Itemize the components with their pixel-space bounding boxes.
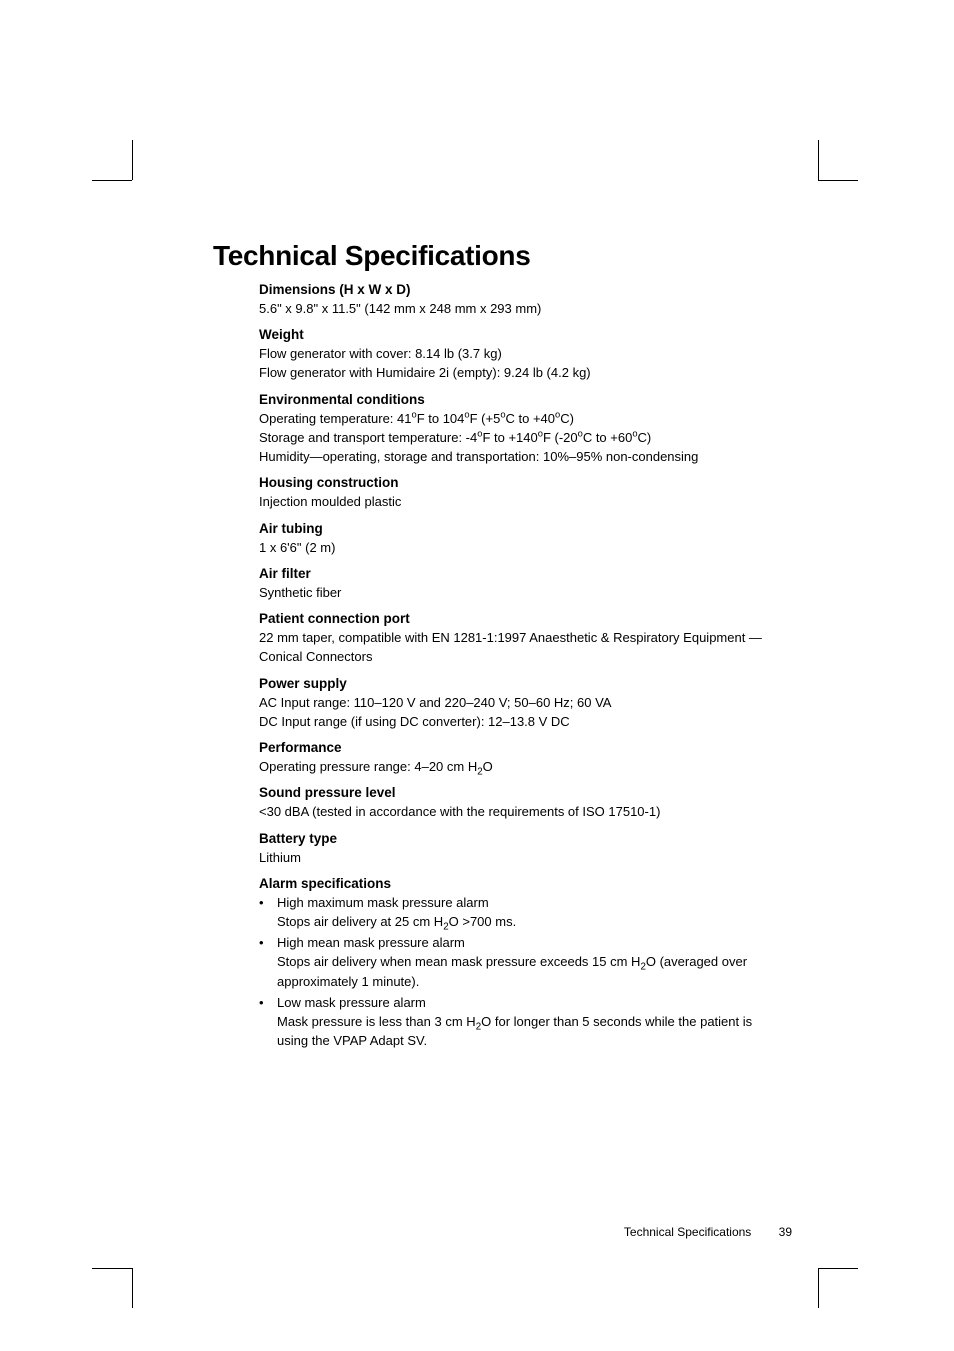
page-number: 39 <box>779 1225 792 1239</box>
bullet-icon: • <box>259 993 277 1012</box>
spec-heading-filter: Air filter <box>259 566 779 581</box>
list-item-body: High maximum mask pressure alarm Stops a… <box>277 893 779 931</box>
text: C) <box>560 411 574 426</box>
text: High maximum mask pressure alarm <box>277 893 779 912</box>
list-item-body: High mean mask pressure alarm Stops air … <box>277 933 779 991</box>
list-item: • High mean mask pressure alarm Stops ai… <box>259 933 779 991</box>
text: O <box>483 759 493 774</box>
spec-heading-port: Patient connection port <box>259 611 779 626</box>
text: High mean mask pressure alarm <box>277 933 779 952</box>
spec-heading-performance: Performance <box>259 740 779 755</box>
spec-value-env-3: Humidity—operating, storage and transpor… <box>259 447 779 466</box>
crop-mark <box>818 1268 858 1269</box>
text: Storage and transport temperature: -4 <box>259 430 477 445</box>
page-content: Technical Specifications Dimensions (H x… <box>215 240 791 1053</box>
page-footer: Technical Specifications 39 <box>624 1225 792 1239</box>
spec-value-power-1: AC Input range: 110–120 V and 220–240 V;… <box>259 693 779 712</box>
text: C to +40 <box>506 411 556 426</box>
crop-mark <box>818 180 858 181</box>
text: C) <box>638 430 652 445</box>
list-item-body: Low mask pressure alarm Mask pressure is… <box>277 993 779 1051</box>
text: O >700 ms. <box>449 914 517 929</box>
spec-heading-dimensions: Dimensions (H x W x D) <box>259 282 779 297</box>
spec-value-filter: Synthetic fiber <box>259 583 779 602</box>
spec-value-power-2: DC Input range (if using DC converter): … <box>259 712 779 731</box>
text: C to +60 <box>583 430 633 445</box>
text: Mask pressure is less than 3 cm H2O for … <box>277 1012 779 1050</box>
spec-value-housing: Injection moulded plastic <box>259 492 779 511</box>
spec-heading-battery: Battery type <box>259 831 779 846</box>
text: Operating pressure range: 4–20 cm H <box>259 759 477 774</box>
spec-value-performance: Operating pressure range: 4–20 cm H2O <box>259 757 779 776</box>
spec-value-port: 22 mm taper, compatible with EN 1281-1:1… <box>259 628 779 666</box>
text: Stops air delivery at 25 cm H <box>277 914 443 929</box>
spec-heading-power: Power supply <box>259 676 779 691</box>
body-column: Dimensions (H x W x D) 5.6" x 9.8" x 11.… <box>259 282 779 1051</box>
spec-value-weight-2: Flow generator with Humidaire 2i (empty)… <box>259 363 779 382</box>
footer-section-label: Technical Specifications <box>624 1225 751 1239</box>
text: F (-20 <box>543 430 578 445</box>
text: Stops air delivery when mean mask pressu… <box>277 952 779 990</box>
spec-value-weight-1: Flow generator with cover: 8.14 lb (3.7 … <box>259 344 779 363</box>
spec-heading-housing: Housing construction <box>259 475 779 490</box>
text: Mask pressure is less than 3 cm H <box>277 1014 476 1029</box>
spec-heading-sound: Sound pressure level <box>259 785 779 800</box>
spec-heading-weight: Weight <box>259 327 779 342</box>
text: Low mask pressure alarm <box>277 993 779 1012</box>
crop-mark <box>92 1268 132 1269</box>
crop-mark <box>92 180 132 181</box>
list-item: • High maximum mask pressure alarm Stops… <box>259 893 779 931</box>
crop-mark <box>818 1268 819 1308</box>
text: Operating temperature: 41 <box>259 411 411 426</box>
bullet-icon: • <box>259 933 277 952</box>
spec-value-sound: <30 dBA (tested in accordance with the r… <box>259 802 779 821</box>
spec-value-dimensions: 5.6" x 9.8" x 11.5" (142 mm x 248 mm x 2… <box>259 299 779 318</box>
text: F (+5 <box>470 411 501 426</box>
spec-value-battery: Lithium <box>259 848 779 867</box>
spec-value-env-2: Storage and transport temperature: -4oF … <box>259 428 779 447</box>
text: F to 104 <box>417 411 465 426</box>
text: Stops air delivery when mean mask pressu… <box>277 954 640 969</box>
spec-value-tubing: 1 x 6'6" (2 m) <box>259 538 779 557</box>
alarm-list: • High maximum mask pressure alarm Stops… <box>259 893 779 1051</box>
spec-heading-environmental: Environmental conditions <box>259 392 779 407</box>
text: Stops air delivery at 25 cm H2O >700 ms. <box>277 912 779 931</box>
spec-value-env-1: Operating temperature: 41oF to 104oF (+5… <box>259 409 779 428</box>
spec-heading-alarm: Alarm specifications <box>259 876 779 891</box>
spec-heading-tubing: Air tubing <box>259 521 779 536</box>
crop-mark <box>132 1268 133 1308</box>
crop-mark <box>132 140 133 180</box>
list-item: • Low mask pressure alarm Mask pressure … <box>259 993 779 1051</box>
text: F to +140 <box>482 430 537 445</box>
bullet-icon: • <box>259 893 277 912</box>
crop-mark <box>818 140 819 180</box>
page-title: Technical Specifications <box>213 240 791 272</box>
